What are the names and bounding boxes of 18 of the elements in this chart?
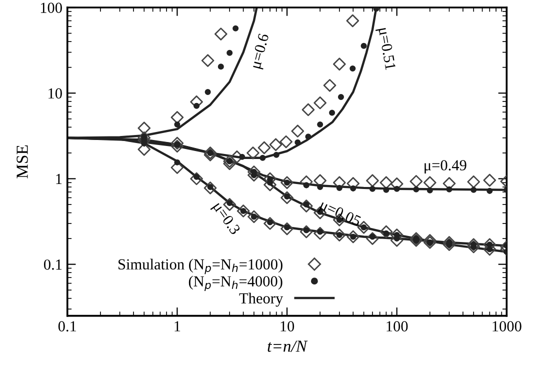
x-tick-label: 100 <box>386 321 408 332</box>
x-tick-label: 0.1 <box>58 321 76 332</box>
y-tick-label: 1 <box>56 174 62 184</box>
legend-label: Simulation (N$_{p}$=N$_{h}$=1000) <box>118 258 282 274</box>
annotation: μ=0.49 <box>424 160 466 174</box>
x-tick-label: 1000 <box>492 321 522 332</box>
x-tick-label: 1 <box>174 321 180 332</box>
y-axis-title: MSE <box>16 145 28 178</box>
y-tick-label: 10 <box>48 88 62 99</box>
legend-label: (N$_{p}$=N$_{h}$=4000) <box>188 276 282 292</box>
x-tick-label: 10 <box>280 321 294 332</box>
x-axis-title: t=n/N <box>268 340 308 352</box>
annotation: μ=0.05 <box>318 200 362 230</box>
y-tick-label: 100 <box>40 2 62 13</box>
annotation: μ=0.6 <box>250 33 272 70</box>
legend-label: Theory <box>239 292 284 307</box>
annotation: μ=0.51 <box>375 27 396 71</box>
y-tick-label: 0.1 <box>44 259 62 270</box>
